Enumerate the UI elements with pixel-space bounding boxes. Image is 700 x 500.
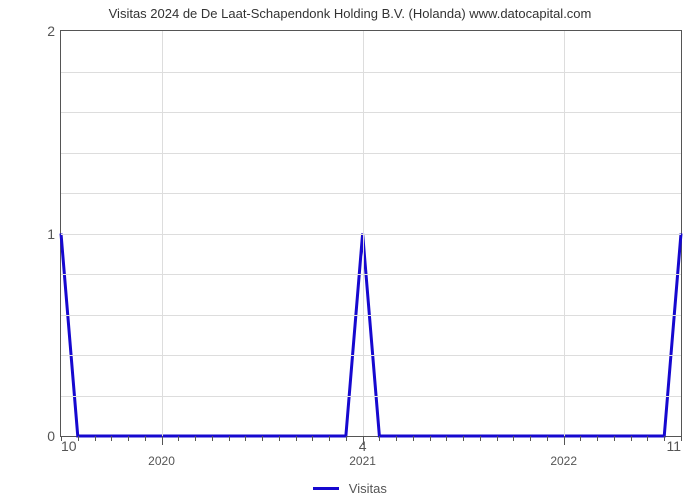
x-axis-value-label: 10 <box>61 436 77 454</box>
x-tick-major <box>162 436 163 445</box>
x-tick-minor <box>597 436 598 441</box>
x-tick-major <box>564 436 565 445</box>
y-tick-label: 1 <box>47 226 61 242</box>
x-tick-minor <box>178 436 179 441</box>
x-tick-minor <box>396 436 397 441</box>
gridline-v <box>564 31 565 436</box>
x-tick-minor <box>229 436 230 441</box>
gridline-h-minor <box>61 193 681 194</box>
x-tick-minor <box>346 436 347 441</box>
y-tick-label: 2 <box>47 23 61 39</box>
x-tick-minor <box>279 436 280 441</box>
x-tick-minor <box>480 436 481 441</box>
x-tick-minor <box>78 436 79 441</box>
x-tick-minor <box>580 436 581 441</box>
x-tick-minor <box>530 436 531 441</box>
gridline-h-minor <box>61 315 681 316</box>
x-tick-minor <box>664 436 665 441</box>
x-tick-minor <box>430 436 431 441</box>
x-tick-minor <box>497 436 498 441</box>
x-tick-minor <box>95 436 96 441</box>
gridline-h-minor <box>61 72 681 73</box>
gridline-h-minor <box>61 355 681 356</box>
x-tick-minor <box>463 436 464 441</box>
x-tick-minor <box>513 436 514 441</box>
x-tick-minor <box>111 436 112 441</box>
y-tick-label: 0 <box>47 428 61 444</box>
x-tick-minor <box>631 436 632 441</box>
x-axis-value-label: 4 <box>359 436 367 454</box>
x-tick-minor <box>195 436 196 441</box>
x-tick-minor <box>614 436 615 441</box>
x-tick-minor <box>212 436 213 441</box>
gridline-h-minor <box>61 396 681 397</box>
gridline-v <box>363 31 364 436</box>
x-tick-minor <box>245 436 246 441</box>
x-tick-minor <box>128 436 129 441</box>
x-tick-minor <box>413 436 414 441</box>
x-tick-minor <box>446 436 447 441</box>
legend-label: Visitas <box>349 481 387 496</box>
x-tick-minor <box>262 436 263 441</box>
x-tick-minor <box>379 436 380 441</box>
x-axis-value-label: 11 <box>666 436 681 454</box>
gridline-h-minor <box>61 112 681 113</box>
gridline-v <box>162 31 163 436</box>
chart-legend: Visitas <box>0 480 700 496</box>
chart-plot-area: 01220202021202210411 <box>60 30 682 437</box>
x-tick-minor <box>296 436 297 441</box>
chart-title: Visitas 2024 de De Laat-Schapendonk Hold… <box>0 6 700 21</box>
gridline-h-minor <box>61 274 681 275</box>
x-tick-minor <box>647 436 648 441</box>
legend-swatch <box>313 487 339 490</box>
gridline-h-minor <box>61 153 681 154</box>
x-tick-minor <box>145 436 146 441</box>
x-tick-minor <box>329 436 330 441</box>
x-tick-minor <box>312 436 313 441</box>
gridline-h <box>61 234 681 235</box>
x-tick-minor <box>547 436 548 441</box>
